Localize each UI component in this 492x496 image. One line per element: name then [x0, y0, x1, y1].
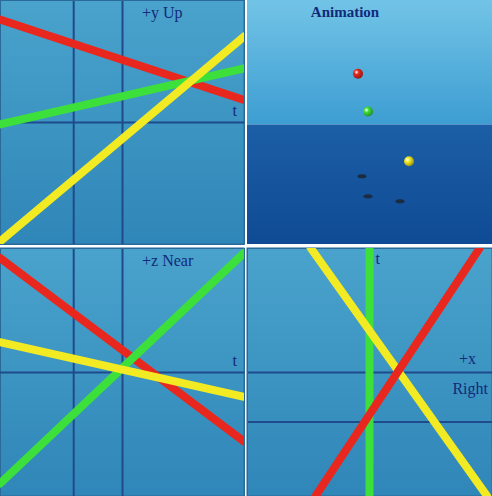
series-line: [366, 248, 374, 496]
shadow: [364, 194, 373, 198]
marks: [0, 253, 244, 484]
ball: [353, 69, 363, 79]
axis-line: [1, 248, 245, 496]
sky: [247, 0, 492, 124]
marks: [353, 69, 414, 203]
value-axis: [0, 249, 244, 496]
series-line: [311, 248, 487, 496]
background: [0, 0, 492, 496]
panel: t +xRight: [247, 248, 492, 496]
axis-line: [1, 249, 245, 496]
t-axis: [1, 0, 245, 245]
series-line: [0, 20, 244, 101]
tick: [0, 122, 244, 123]
plot-frame: [0, 248, 244, 496]
t-axis: [247, 249, 492, 496]
axis-label: t: [376, 250, 381, 267]
shadow: [358, 174, 367, 178]
t-axis: [1, 248, 245, 496]
axis-line: [248, 249, 492, 496]
value-axis: [0, 1, 244, 245]
series-line: [0, 68, 244, 124]
axis-label: +z Near: [142, 252, 194, 269]
marks: [0, 20, 244, 242]
axis-line: [248, 248, 492, 496]
ball: [404, 156, 414, 166]
panel: t +z Near: [0, 248, 245, 496]
series-line: [0, 342, 244, 397]
grid-line: [0, 122, 244, 124]
axis-label: t: [233, 102, 238, 119]
ball: [363, 107, 373, 117]
series-line: [316, 248, 480, 496]
value-axis: [248, 248, 492, 496]
sea: [247, 124, 492, 244]
axis-line: [1, 1, 245, 245]
panel: Animation: [247, 0, 492, 244]
title: Animation: [311, 4, 380, 20]
series-line: [0, 37, 244, 242]
series-line: [0, 253, 244, 484]
axis-label: +xRight: [452, 350, 488, 398]
marks: [311, 248, 487, 496]
shadow: [396, 199, 405, 203]
panel: t +y Up: [0, 0, 245, 245]
plot-frame: [0, 0, 244, 244]
axis-line: [1, 0, 245, 245]
plot-frame: [247, 248, 492, 496]
axis-label: t: [233, 352, 238, 369]
axis-label: +y Up: [142, 4, 183, 22]
tick: [370, 248, 371, 496]
grid-line: [369, 248, 371, 496]
figure: t +y Up Animation t +z Near t +xRight: [0, 0, 492, 496]
